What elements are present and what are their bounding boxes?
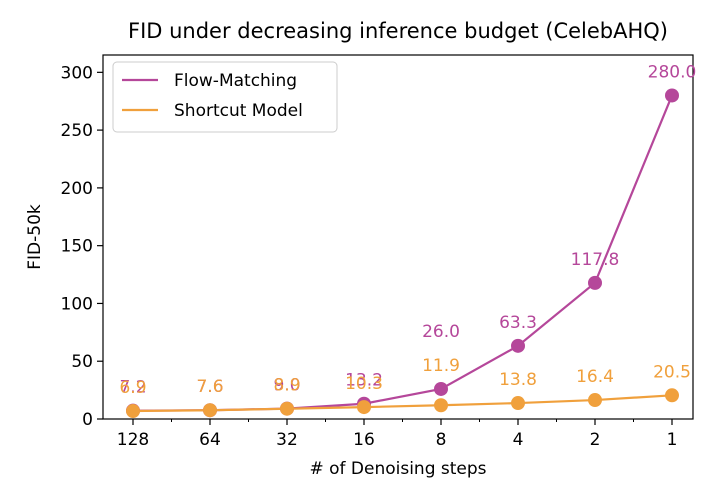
data-label: 9.0 (273, 376, 300, 396)
data-label: 280.0 (648, 62, 697, 82)
data-label: 16.4 (576, 367, 614, 387)
plot-frame (102, 54, 694, 420)
data-point (126, 404, 140, 419)
data-point (588, 275, 602, 290)
x-tick-label: 8 (436, 430, 447, 450)
data-label: 7.6 (196, 377, 223, 397)
data-point (280, 401, 294, 416)
data-label: 10.3 (345, 374, 383, 394)
data-point (357, 400, 371, 415)
y-tick-label: 50 (71, 352, 93, 372)
legend-label: Flow-Matching (174, 71, 297, 91)
x-tick-label: 2 (590, 430, 601, 450)
data-point (665, 388, 679, 403)
data-label: 7.6 (196, 377, 223, 397)
data-point (511, 338, 525, 353)
data-label: 6.9 (119, 378, 146, 398)
data-label: 13.2 (345, 371, 383, 391)
y-tick-label: 200 (61, 179, 93, 199)
x-tick-label: 4 (513, 430, 524, 450)
x-tick-label: 16 (353, 430, 375, 450)
y-axis-label: FID-50k (25, 204, 45, 270)
data-label: 7.2 (119, 378, 146, 398)
data-point (665, 88, 679, 103)
y-tick-label: 0 (82, 410, 93, 430)
x-axis: 128 64 32 16 8 4 2 1 (117, 419, 678, 450)
y-tick-label: 100 (61, 294, 93, 314)
data-label: 117.8 (571, 250, 620, 270)
data-point (434, 381, 448, 396)
data-point (434, 398, 448, 413)
data-point (511, 396, 525, 411)
data-point (203, 403, 217, 418)
x-tick-label: 32 (276, 430, 298, 450)
legend-box (112, 61, 338, 133)
x-axis-label: # of Denoising steps (309, 459, 486, 479)
series-line-shortcut-model (132, 394, 673, 413)
chart-title: FID under decreasing inference budget (C… (128, 19, 668, 43)
data-label: 13.8 (499, 370, 537, 390)
data-label: 26.0 (422, 322, 460, 342)
data-label: 63.3 (499, 313, 537, 333)
x-tick-label: 128 (117, 430, 149, 450)
y-tick-label: 300 (61, 63, 93, 83)
data-label: 11.9 (422, 356, 460, 376)
x-tick-label: 64 (199, 430, 221, 450)
y-axis: 0 50 100 150 200 250 300 (61, 63, 103, 430)
data-label: 8.9 (273, 376, 300, 396)
x-tick-label: 1 (667, 430, 678, 450)
y-tick-label: 250 (61, 121, 93, 141)
legend-label: Shortcut Model (174, 101, 303, 121)
y-tick-label: 150 (61, 237, 93, 257)
legend: Flow-Matching Shortcut Model (112, 61, 338, 133)
data-label: 20.5 (653, 362, 691, 382)
data-point (588, 393, 602, 408)
